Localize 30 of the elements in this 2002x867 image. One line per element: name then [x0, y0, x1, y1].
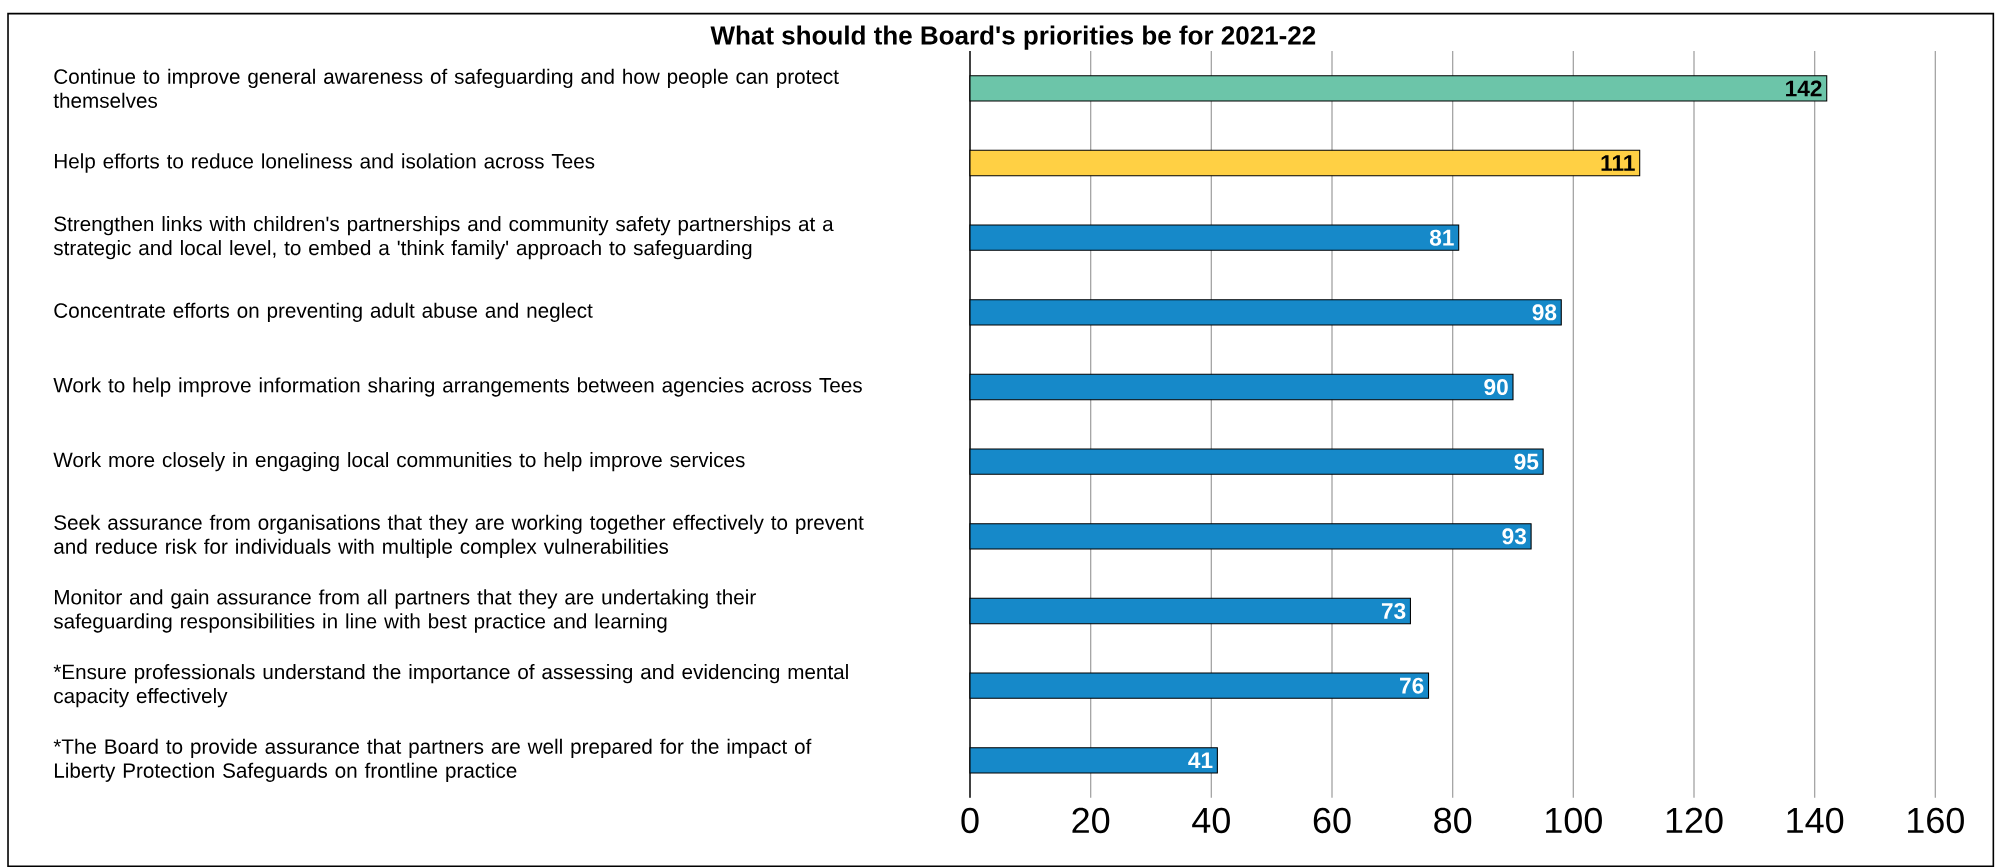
y-tick-label: Seek assurance from organisations that they are working together effectively to prevent and reduce risk for individuals with multiple complex vulnerabilities — [54, 514, 864, 558]
data-label: 142 — [1786, 80, 1822, 97]
x-tick-label: 20 — [1072, 807, 1110, 834]
chart-title: What should the Board's priorities be for 2021-22 — [710, 25, 1316, 50]
x-tick-label: 80 — [1434, 807, 1472, 834]
data-label: 76 — [1400, 677, 1424, 694]
data-label: 73 — [1381, 602, 1406, 620]
x-tick-label: 120 — [1666, 807, 1723, 834]
x-tick-label: 60 — [1313, 807, 1351, 834]
y-tick-label: Monitor and gain assurance from all partners that they are undertaking their safeguarding responsibilities in line with best practice and learning — [53, 589, 756, 633]
y-tick-label: Continue to improve general awareness of safeguarding and how people can protect themselves — [53, 68, 839, 108]
x-tick-label: 160 — [1908, 807, 1964, 834]
y-tick-label: *The Board to provide assurance that partners are well prepared for the impact of Liberty Protection Safeguards on frontline practice — [53, 738, 812, 782]
data-label: 111 — [1601, 155, 1635, 171]
y-tick-label: Concentrate efforts on preventing adult abuse and neglect — [54, 302, 593, 322]
y-tick-label: Work to help improve information sharing arrangements between agencies across Tees — [53, 377, 862, 397]
x-tick-label: 40 — [1192, 807, 1230, 834]
data-label: 41 — [1188, 752, 1213, 769]
x-tick-label: 100 — [1546, 807, 1602, 834]
data-label: 98 — [1532, 304, 1557, 321]
x-tick-label: 0 — [961, 807, 979, 834]
data-label: 95 — [1514, 453, 1539, 470]
data-label: 90 — [1484, 378, 1508, 396]
data-label: 81 — [1429, 229, 1454, 246]
data-label: 93 — [1502, 528, 1527, 545]
x-tick-label: 140 — [1787, 807, 1844, 834]
y-tick-label: Strengthen links with children's partnerships and community safety partnerships at a strategic and local level, to embed a 'think family' approach to safeguarding — [53, 216, 834, 260]
y-tick-label: *Ensure professionals understand the importance of assessing and evidencing mental capacity effectively — [53, 664, 848, 708]
y-tick-label: Help efforts to reduce loneliness and isolation across Tees — [54, 153, 595, 173]
y-tick-label: Work more closely in engaging local communities to help improve services — [53, 452, 745, 472]
